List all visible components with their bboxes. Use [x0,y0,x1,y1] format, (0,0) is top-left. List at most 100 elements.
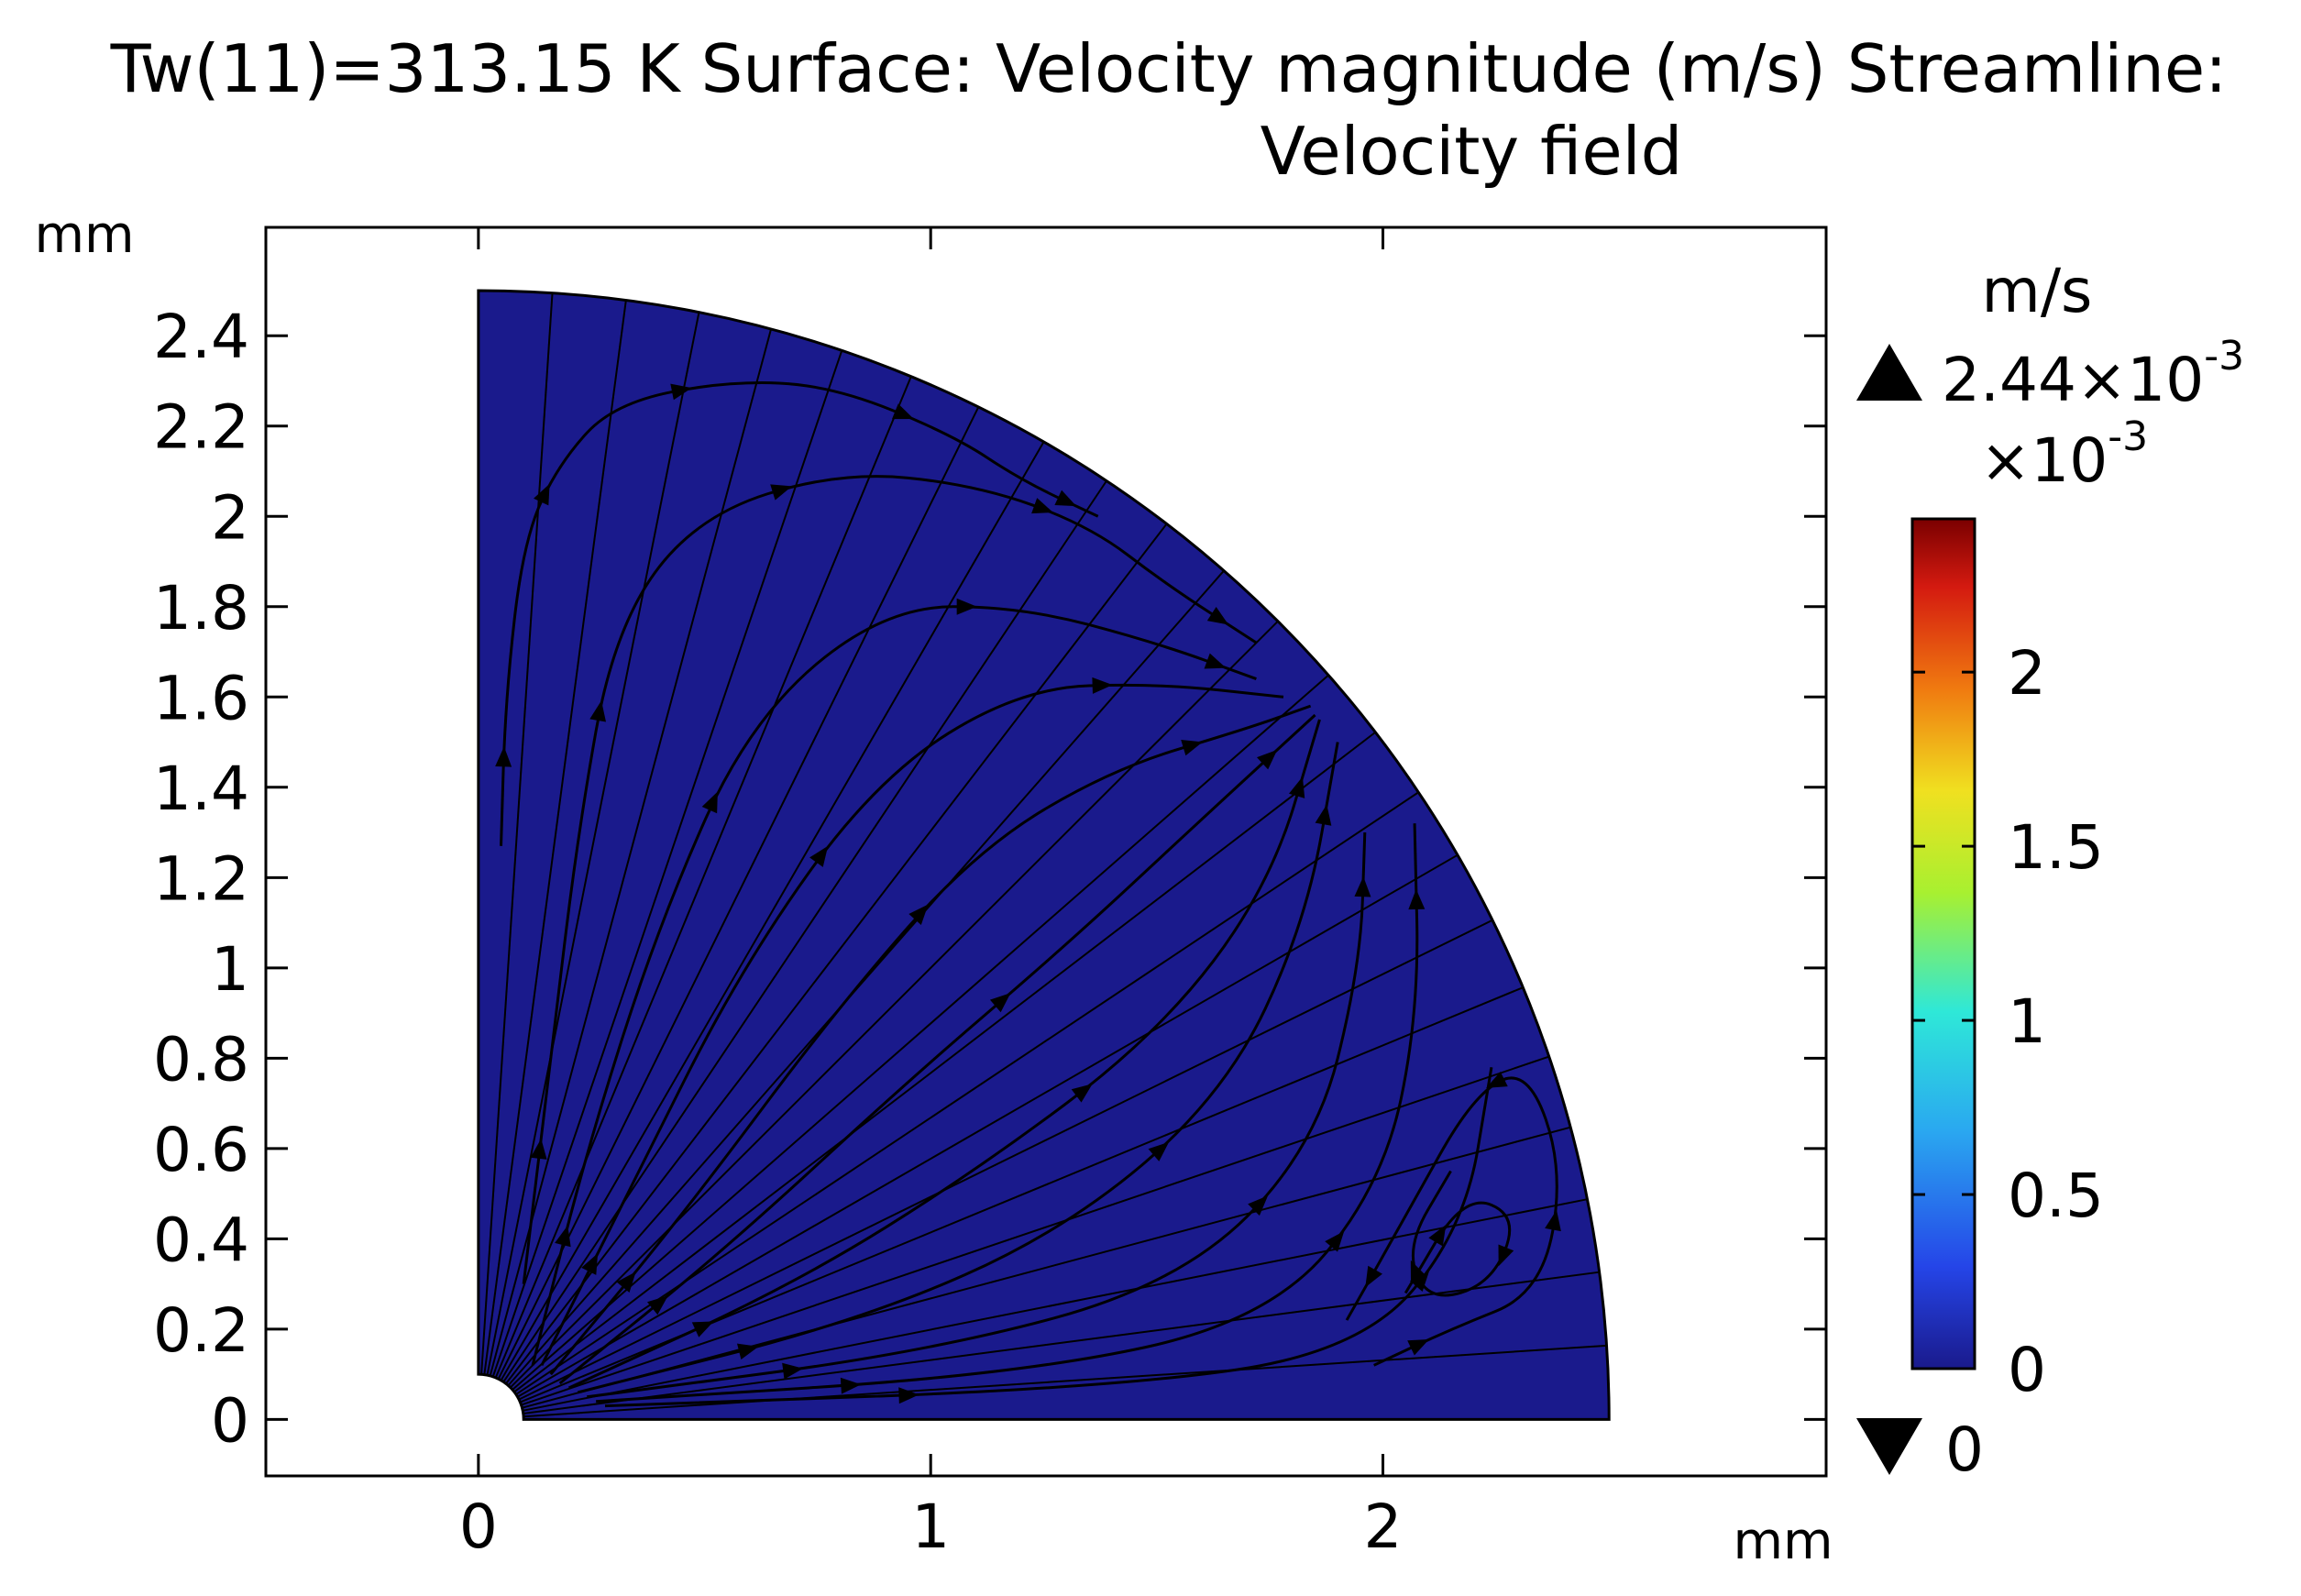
streamline [540,683,1284,1366]
radial-line [483,300,627,1375]
chart-title-line1: Tw(11)=313.15 K Surface: Velocity magnit… [110,30,2228,107]
colorbar-gradient [1910,517,1976,1370]
y-tick-label: 1.8 [153,573,249,644]
streamline [500,381,1099,846]
streamline-arrow [534,483,550,506]
streamline-arrow [1365,1265,1382,1288]
radial-line [486,312,700,1376]
y-tick-label: 2.2 [153,392,249,463]
streamline [587,832,1367,1399]
streamline-arrow [691,1321,714,1337]
streamline-arrow [555,1225,571,1248]
streamline-arrow [1204,653,1227,669]
streamlines [495,381,1561,1408]
x-tick-label: 1 [911,1491,950,1562]
streamline-arrow [1181,740,1203,756]
chart-title-line2: Velocity field [1261,113,1683,190]
colorbar-tick-label: 0 [2008,1335,2046,1405]
streamline-arrow [989,993,1011,1013]
radial-line [502,479,1107,1383]
streamline-arrow [1288,776,1305,798]
streamline-arrow [646,1295,668,1315]
streamline-arrow [1315,804,1332,826]
streamline-arrow [737,1343,759,1360]
streamline [558,713,1316,1385]
radial-line [513,731,1376,1393]
y-tick-label: 2.4 [153,302,249,372]
axes-frame [264,226,1828,1478]
radial-line [523,1198,1588,1412]
streamline-arrow [1031,498,1053,514]
streamline-arrow [782,1362,804,1380]
radial-line [497,406,980,1380]
streamline-arrow [1408,888,1426,910]
radial-line [510,620,1279,1389]
plot-area [477,289,1611,1421]
streamline [604,1066,1493,1408]
max-triangle-icon [1856,344,1922,401]
radial-line [521,1055,1550,1406]
colorbar-tick-label: 2 [2008,638,2046,709]
streamline-arrow [1257,749,1278,770]
streamline-arrow [809,845,829,867]
streamline-arrow [581,1253,599,1275]
y-tick-label: 0.4 [153,1205,249,1275]
x-axis-unit: mm [1733,1512,1833,1571]
colorbar-min-label: 0 [1945,1414,1984,1485]
min-triangle-icon [1856,1418,1922,1475]
colorbar-tick-label: 1 [2008,986,2046,1057]
radial-line [512,674,1329,1391]
radial-line [500,441,1045,1381]
streamline-arrow [770,484,792,501]
radial-line [517,853,1459,1398]
streamline-arrow [898,1387,919,1404]
streamline-arrow [1498,1244,1514,1267]
colorbar: m/s 2.44×10-3 ×10-3 0 0.5 1 1.5 2 0 [1856,256,2244,1485]
radial-line [494,376,912,1379]
streamline-arrow [616,1271,636,1293]
streamline-arrow [956,598,977,615]
streamline-arrow [670,383,692,401]
colorbar-unit: m/s [1982,256,2093,326]
y-tick-label: 0.6 [153,1115,249,1185]
streamline-arrow [892,403,914,420]
streamline-arrow [530,1138,547,1160]
streamline-arrow [1071,1084,1093,1103]
streamline-arrow [1354,876,1371,897]
radial-line [480,292,554,1375]
streamline-arrow [589,700,607,722]
streamline-arrow [1410,1260,1426,1282]
streamline [1345,1076,1558,1367]
y-tick-label: 2 [211,482,249,553]
y-tick-label: 0.2 [153,1295,249,1366]
streamline [596,823,1419,1403]
streamline-arrow [840,1377,862,1394]
streamline [578,742,1339,1394]
x-tick-label: 2 [1364,1491,1403,1562]
streamline-arrow [1054,490,1077,507]
colorbar-tick-label: 0.5 [2008,1161,2104,1231]
streamline [549,704,1312,1376]
radial-line [523,1344,1607,1418]
y-tick-label: 0.8 [153,1024,249,1095]
streamline-arrow [701,791,718,814]
radial-lines [480,292,1607,1418]
streamline-arrow [495,746,512,767]
y-tick-label: 1 [211,934,249,1005]
streamline-arrow [1407,1338,1429,1356]
radial-line [491,349,843,1378]
radial-line [523,1271,1600,1414]
y-axis-ticks: 0 0.2 0.4 0.6 0.8 1 1.2 1.4 1.6 1.8 2 2.2 2.4 [153,302,1826,1456]
streamline [567,719,1321,1390]
streamline [522,475,1258,1284]
streamline-arrow [1428,1225,1447,1247]
colorbar-max-label: 2.44×10-3 [1942,333,2244,415]
streamline [531,605,1257,1366]
streamline-arrow [1545,1209,1561,1232]
radial-line [489,328,773,1377]
streamline-arrow [908,904,929,925]
streamline-arrow [1206,607,1229,625]
y-tick-label: 1.2 [153,843,249,914]
streamline-arrow [1092,677,1113,694]
